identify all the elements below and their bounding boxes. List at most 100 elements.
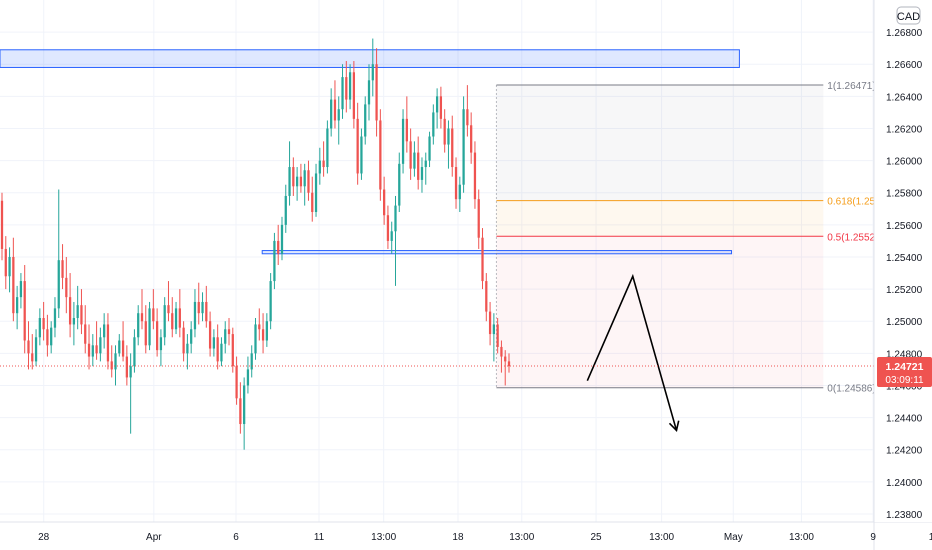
candle	[477, 189, 480, 249]
x-tick-label: 9	[870, 532, 876, 543]
candle	[53, 297, 57, 338]
projection-drawing[interactable]	[586, 273, 680, 433]
candle	[42, 301, 45, 341]
candle	[106, 313, 110, 370]
candle	[273, 232, 276, 290]
candle	[12, 237, 15, 322]
candle	[451, 115, 454, 177]
y-tick-label: 1.25800	[886, 189, 923, 200]
resistance-zone[interactable]	[0, 49, 740, 68]
current-price-badge: 1.24721 03:09:11	[877, 357, 932, 388]
current-price-label: 1.24721	[886, 361, 924, 373]
candle	[0, 192, 4, 261]
candle	[19, 273, 23, 309]
candle	[224, 321, 227, 354]
candle	[216, 324, 219, 370]
candle	[454, 157, 458, 209]
candle	[333, 80, 337, 129]
x-tick-label: 13:00	[789, 532, 814, 543]
candle	[488, 301, 492, 346]
y-tick-label: 1.26200	[886, 124, 923, 135]
y-tick-label: 1.25400	[886, 253, 923, 264]
candle	[212, 329, 216, 357]
x-tick-label: 13:00	[929, 532, 932, 543]
candle	[125, 345, 128, 386]
candle	[307, 160, 310, 201]
candle	[405, 96, 408, 153]
projection-path[interactable]	[586, 273, 678, 431]
candle	[432, 104, 435, 145]
candle	[140, 289, 144, 330]
currency-label: CAD	[897, 11, 920, 23]
candle	[371, 38, 374, 97]
candle	[220, 337, 223, 367]
fib-band-middle	[496, 200, 824, 237]
candle	[284, 184, 287, 233]
x-tick-label: 28	[38, 532, 50, 543]
y-tick-label: 1.26600	[886, 60, 923, 71]
candle	[152, 289, 155, 330]
candle	[367, 64, 371, 121]
candle	[155, 308, 159, 357]
candle	[148, 301, 151, 351]
arrow-head-icon	[668, 420, 680, 433]
candle	[65, 256, 68, 314]
candle	[473, 141, 477, 209]
candle	[462, 96, 465, 193]
candle	[375, 48, 378, 137]
candle	[447, 120, 450, 169]
candle	[420, 157, 424, 193]
x-tick-label: Apr	[146, 532, 162, 543]
candle	[352, 61, 356, 129]
candle	[261, 313, 265, 354]
x-tick-label: 6	[233, 532, 239, 543]
candle	[390, 221, 393, 254]
candle	[443, 109, 446, 153]
candle	[80, 289, 83, 335]
fib-level-label: 0.618(1.25751)	[827, 197, 895, 208]
fibonacci-retracement[interactable]: 1(1.26471) 0.618(1.25751) 0.5(1.25529) 0(1.…	[495, 81, 895, 395]
y-tick-label: 1.25600	[886, 221, 923, 232]
candle	[265, 313, 268, 347]
x-tick-label: 13:00	[371, 532, 396, 543]
candle	[280, 216, 284, 261]
candle	[243, 377, 246, 450]
candle	[129, 353, 132, 434]
currency-badge[interactable]: CAD	[896, 6, 921, 25]
candle	[34, 329, 38, 367]
candle	[144, 305, 147, 354]
candle	[235, 356, 238, 405]
candle	[182, 321, 185, 362]
candle	[76, 285, 79, 330]
candle	[110, 345, 113, 378]
candle	[114, 345, 117, 386]
x-tick-label: 18	[452, 532, 464, 543]
candle	[163, 297, 166, 346]
candle	[95, 321, 98, 360]
y-tick-label: 1.26000	[886, 157, 923, 168]
price-badge-bg	[877, 357, 932, 388]
candle	[258, 308, 261, 341]
candlestick-series	[0, 38, 511, 450]
candle	[61, 244, 64, 290]
x-tick-label: 13:00	[649, 532, 674, 543]
candle	[379, 109, 382, 201]
candle	[174, 301, 178, 335]
candle	[322, 141, 325, 177]
fib-band-lower	[496, 236, 824, 388]
candle	[167, 281, 170, 322]
candle	[239, 382, 242, 434]
candle	[50, 321, 53, 354]
candle	[254, 318, 257, 360]
candle	[27, 321, 30, 370]
x-tick-label: 11	[314, 532, 325, 543]
candle	[424, 152, 427, 185]
candle	[504, 350, 507, 386]
candle	[303, 163, 306, 206]
candle	[186, 334, 189, 370]
candle	[348, 64, 352, 110]
candle	[133, 329, 136, 373]
candle	[466, 85, 469, 137]
